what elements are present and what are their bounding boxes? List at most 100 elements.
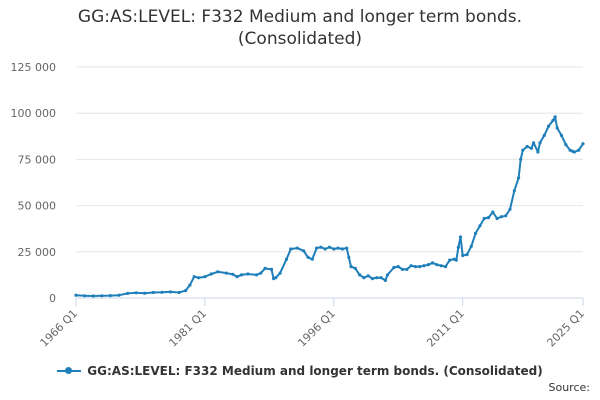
data-point — [295, 246, 299, 250]
data-point — [538, 141, 542, 145]
data-point — [551, 119, 555, 123]
data-point — [474, 231, 478, 235]
data-point — [486, 216, 491, 220]
data-point — [216, 270, 220, 274]
data-point — [340, 247, 344, 251]
data-point — [553, 115, 557, 119]
legend-series-label: GG:AS:LEVEL: F332 Medium and longer term… — [87, 364, 543, 378]
data-point — [495, 216, 499, 221]
data-point — [422, 264, 426, 268]
data-point — [448, 258, 452, 262]
data-point — [151, 290, 155, 295]
data-point — [454, 258, 458, 262]
data-point — [192, 275, 196, 279]
data-point — [491, 210, 495, 214]
data-point — [263, 266, 267, 270]
data-point — [564, 143, 568, 147]
legend[interactable]: GG:AS:LEVEL: F332 Medium and longer term… — [0, 364, 600, 378]
data-point — [456, 245, 460, 249]
data-point — [400, 267, 405, 271]
data-point — [231, 272, 235, 276]
data-point — [315, 246, 319, 250]
data-point — [435, 263, 439, 267]
data-point — [439, 264, 443, 268]
data-point — [366, 274, 370, 278]
data-point — [347, 255, 351, 259]
x-tick-label: 2025 Q1 — [545, 307, 588, 350]
data-point — [306, 255, 310, 259]
data-point — [572, 150, 577, 154]
series-line — [75, 115, 584, 297]
y-tick-label: 50 000 — [18, 200, 57, 213]
data-point — [246, 272, 250, 276]
data-point — [499, 215, 503, 219]
data-point — [458, 235, 463, 239]
data-point — [517, 176, 521, 180]
data-point — [581, 142, 585, 146]
data-point — [559, 133, 564, 137]
data-point — [405, 267, 409, 271]
data-point — [379, 276, 383, 280]
y-tick-label: 25 000 — [18, 246, 57, 259]
data-point — [323, 247, 327, 251]
data-point — [418, 265, 422, 269]
y-tick-label: 75 000 — [18, 153, 57, 166]
data-point — [519, 157, 523, 161]
data-point — [177, 290, 181, 295]
data-point — [336, 246, 340, 250]
data-point — [482, 216, 486, 221]
data-point — [396, 265, 400, 269]
data-point — [385, 273, 390, 277]
data-point — [555, 126, 559, 130]
data-point — [284, 257, 289, 261]
data-point — [383, 278, 387, 282]
data-point — [168, 290, 173, 294]
data-point — [461, 253, 465, 258]
data-point — [188, 283, 192, 287]
data-point — [375, 276, 379, 280]
data-point — [274, 276, 278, 280]
data-point — [196, 276, 201, 280]
data-point — [302, 249, 306, 253]
data-point — [349, 265, 353, 269]
data-point — [478, 224, 482, 228]
y-tick-label: 125 000 — [11, 61, 57, 74]
data-point — [74, 293, 78, 297]
data-point — [529, 146, 534, 150]
y-tick-label: 100 000 — [11, 107, 57, 120]
x-tick-label: 1981 Q1 — [166, 307, 209, 350]
data-point — [239, 273, 243, 277]
data-point — [224, 271, 228, 275]
data-point — [83, 294, 87, 298]
data-point — [392, 265, 396, 270]
data-point — [353, 266, 357, 270]
data-point — [332, 247, 336, 251]
chart-title-line-2: (Consolidated) — [237, 29, 363, 49]
data-point — [431, 261, 435, 265]
x-tick-label: 1996 Q1 — [295, 307, 338, 350]
source-label: Source: — [548, 381, 591, 394]
y-tick-label: 0 — [49, 292, 56, 305]
data-point — [532, 141, 536, 145]
data-point — [126, 291, 130, 295]
chart-title: GG:AS:LEVEL: F332 Medium and longer term… — [0, 6, 600, 50]
data-point — [370, 277, 375, 281]
data-point — [443, 265, 448, 269]
data-point — [358, 273, 362, 277]
data-point — [413, 265, 417, 269]
data-point — [469, 244, 473, 248]
data-point — [160, 290, 164, 294]
data-point — [362, 276, 366, 280]
data-point — [278, 271, 282, 275]
data-point — [536, 150, 540, 154]
data-point — [235, 275, 239, 279]
data-point — [143, 291, 147, 295]
data-point — [525, 144, 529, 149]
data-point — [409, 264, 413, 268]
data-point — [521, 148, 525, 152]
data-point — [426, 263, 430, 267]
data-point — [512, 189, 516, 193]
data-point — [310, 257, 314, 261]
data-point — [117, 293, 121, 297]
